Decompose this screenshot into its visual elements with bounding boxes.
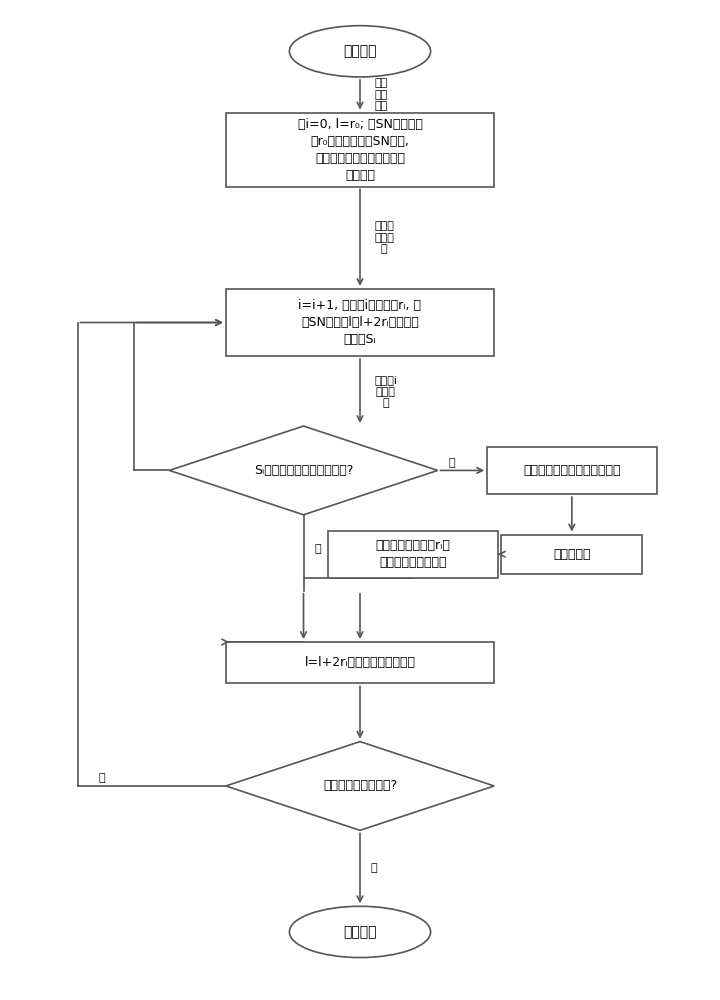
Text: 在未加入簇的节点中选择簇头: 在未加入簇的节点中选择簇头: [523, 464, 621, 477]
Text: 进入第i
轮簇构
建: 进入第i 轮簇构 建: [374, 375, 397, 408]
Text: 否: 否: [449, 458, 455, 468]
FancyBboxPatch shape: [328, 531, 498, 578]
Text: l=l+2rᵢ为下一轮操作做准备: l=l+2rᵢ为下一轮操作做准备: [305, 656, 415, 669]
Text: Sᵢ中的所有节点均被簇覆盖?: Sᵢ中的所有节点均被簇覆盖?: [254, 464, 354, 477]
FancyBboxPatch shape: [226, 289, 494, 356]
Polygon shape: [169, 426, 438, 515]
Polygon shape: [226, 742, 494, 830]
FancyBboxPatch shape: [226, 113, 494, 187]
Text: 所有簇节点被簇覆盖?: 所有簇节点被簇覆盖?: [323, 779, 397, 792]
Text: 是: 是: [371, 863, 377, 873]
FancyBboxPatch shape: [226, 642, 494, 683]
Ellipse shape: [289, 906, 431, 958]
Text: 选择簇信道: 选择簇信道: [553, 548, 590, 561]
Text: 输入
相关
参数: 输入 相关 参数: [374, 78, 387, 111]
Text: i=i+1, 计算第i轮簇半径rᵢ, 令
与SN距离在l与l+2rᵢ之间的节
点集为Sᵢ: i=i+1, 计算第i轮簇半径rᵢ, 令 与SN距离在l与l+2rᵢ之间的节 点…: [299, 299, 421, 346]
Text: 进入簇
构建过
程: 进入簇 构建过 程: [374, 221, 394, 254]
Text: 算法开始: 算法开始: [343, 44, 377, 58]
Text: 簇头为中心半径为rᵢ范
围内的节点加入该簇: 簇头为中心半径为rᵢ范 围内的节点加入该簇: [376, 539, 451, 569]
Text: 是: 是: [314, 544, 320, 554]
Text: 否: 否: [99, 773, 105, 783]
Ellipse shape: [289, 26, 431, 77]
Text: 算法结束: 算法结束: [343, 925, 377, 939]
Text: 令i=0, l=r₀; 与SN距离不超
过r₀的节点直接与SN通信,
其余节点作为簇节点参与簇
构建过程: 令i=0, l=r₀; 与SN距离不超 过r₀的节点直接与SN通信, 其余节点作…: [297, 118, 423, 182]
FancyBboxPatch shape: [487, 447, 657, 494]
FancyBboxPatch shape: [501, 535, 642, 574]
